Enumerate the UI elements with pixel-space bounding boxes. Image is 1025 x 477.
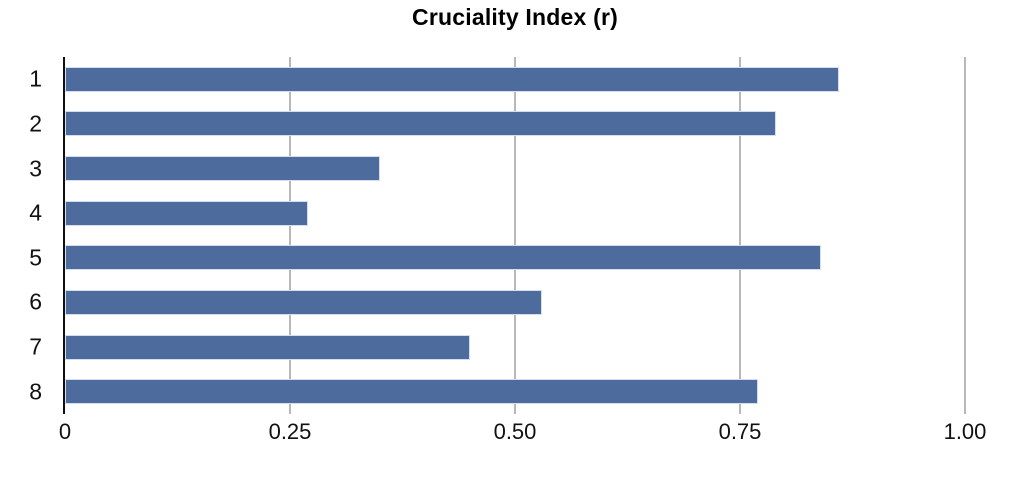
y-tick-label-7: 7 xyxy=(29,333,42,360)
gridline-1 xyxy=(964,57,966,414)
gridline-0.5 xyxy=(514,57,516,414)
y-tick-label-4: 4 xyxy=(29,199,42,226)
x-tick-label-1.00: 1.00 xyxy=(943,419,987,444)
y-tick-label-5: 5 xyxy=(29,244,42,271)
x-tick-label-0.50: 0.50 xyxy=(493,419,537,444)
y-tick-label-1: 1 xyxy=(29,65,42,92)
bar-category-6 xyxy=(65,289,542,315)
x-tick-label-0.25: 0.25 xyxy=(268,419,312,444)
x-tick-label-0: 0 xyxy=(58,419,72,444)
gridline-0.25 xyxy=(289,57,291,414)
chart-title: Cruciality Index (r) xyxy=(412,4,618,30)
y-tick-label-6: 6 xyxy=(29,288,42,315)
bar-category-7 xyxy=(65,334,470,360)
y-tick-label-2: 2 xyxy=(29,110,42,137)
bar-category-4 xyxy=(65,200,308,226)
gridline-0.75 xyxy=(739,57,741,414)
y-tick-label-8: 8 xyxy=(29,378,42,405)
x-tick-label-0.75: 0.75 xyxy=(718,419,762,444)
bar-category-5 xyxy=(65,245,821,271)
y-axis-line xyxy=(63,57,65,414)
y-tick-label-3: 3 xyxy=(29,155,42,182)
bar-category-2 xyxy=(65,111,776,137)
bar-category-8 xyxy=(65,379,758,405)
bar-category-1 xyxy=(65,66,839,92)
plot-area xyxy=(63,57,966,414)
bar-category-3 xyxy=(65,156,380,182)
